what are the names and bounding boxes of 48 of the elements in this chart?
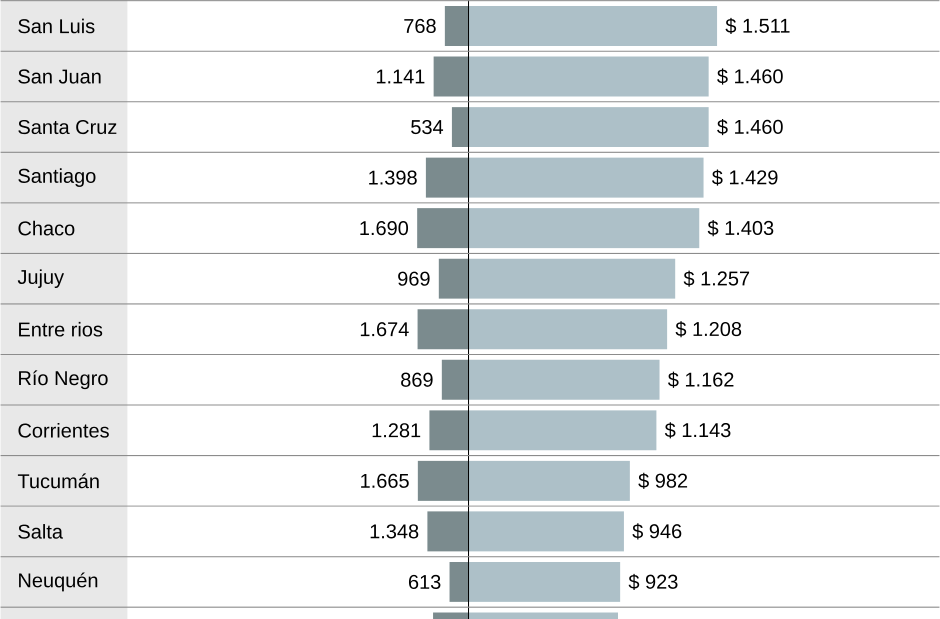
y-tick-label: Santiago: [18, 168, 96, 187]
data-label: 1.398: [369, 170, 417, 185]
data-label: 1.348: [370, 524, 418, 538]
y-tick-label: Salta: [18, 524, 63, 539]
data-label: $ 1.460: [717, 118, 783, 135]
data-label: 1.141: [376, 69, 424, 84]
data-label: 1.690: [360, 220, 408, 236]
y-tick-label: Entre rios: [19, 322, 102, 336]
data-label: $ 982: [638, 472, 688, 489]
bar: [444, 6, 468, 46]
data-label: 869: [401, 372, 433, 387]
data-label: $ 1.208: [676, 320, 742, 338]
data-label: 1.281: [372, 423, 420, 438]
y-tick-label: Tucumán: [18, 473, 99, 488]
bar: [452, 106, 468, 147]
bar: [418, 460, 468, 501]
data-label: $ 1.429: [712, 169, 778, 186]
data-label: 768: [404, 18, 436, 33]
data-label: 613: [408, 574, 440, 589]
y-tick-label: Neuquén: [19, 572, 98, 592]
y-tick-label: Chaco: [18, 220, 74, 236]
bar: [438, 258, 468, 299]
bar: [429, 410, 468, 450]
bar: [442, 360, 468, 400]
data-label: $ 1.511: [726, 18, 790, 34]
data-label: 534: [411, 120, 444, 134]
bar: [426, 157, 468, 198]
data-label: $ 1.257: [684, 270, 750, 287]
bar: [434, 56, 468, 96]
y-tick-label: Corrientes: [18, 422, 109, 438]
y-tick-label: Río Negro: [19, 370, 108, 390]
data-label: $ 1.162: [668, 372, 734, 388]
y-tick-label: San Luis: [18, 18, 94, 34]
data-label: $ 1.403: [708, 220, 774, 236]
bar: [427, 511, 468, 552]
data-label: $ 1.143: [664, 422, 730, 438]
y-tick-label: San Juan: [18, 69, 101, 84]
data-label: $ 1.460: [717, 68, 783, 84]
y-tick-label: Jujuy: [18, 269, 64, 288]
data-label: $ 923: [628, 574, 678, 590]
data-label: 969: [398, 271, 430, 286]
y-tick-label: Santa Cruz: [18, 120, 116, 134]
bar: [417, 208, 468, 248]
bar: [450, 562, 468, 602]
bar: [418, 309, 468, 350]
data-label: $ 946: [632, 523, 682, 540]
data-label: 1.674: [360, 322, 409, 336]
data-label: 1.665: [361, 474, 409, 488]
